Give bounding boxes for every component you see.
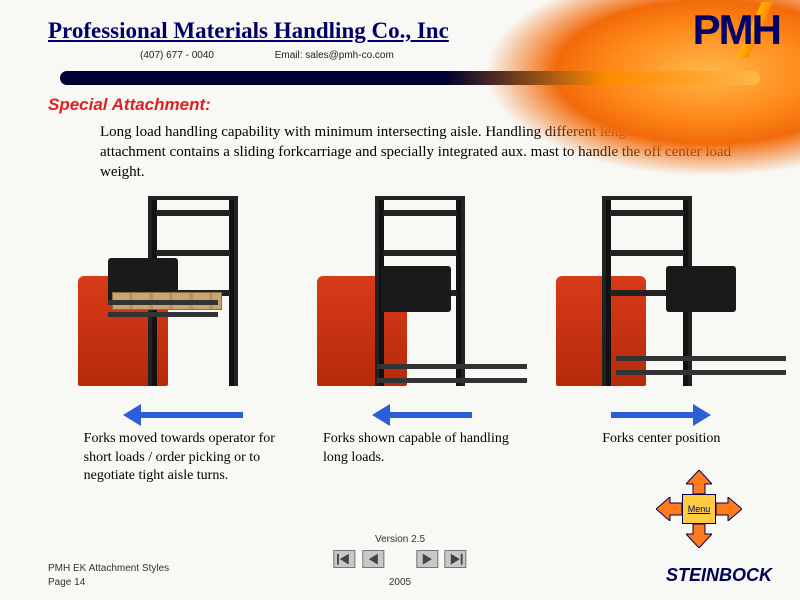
nav-next-button[interactable] [416, 550, 438, 568]
menu-button[interactable]: Menu [682, 494, 716, 524]
forklift-illustration [78, 196, 288, 396]
doc-title: PMH EK Attachment Styles [48, 562, 169, 576]
fork [108, 300, 218, 305]
figure-caption: Forks moved towards operator for short l… [78, 430, 288, 485]
direction-arrow [311, 404, 532, 426]
forklift-illustration [317, 196, 527, 396]
pmh-logo-text: PMH [693, 6, 780, 53]
mast-crossbar [610, 210, 684, 216]
fork [616, 370, 786, 375]
figure-caption: Forks center position [596, 430, 726, 448]
nav-first-button[interactable] [333, 550, 355, 568]
figure-forks-long: Forks shown capable of handling long loa… [311, 196, 532, 485]
figure-forks-center: Forks center position [551, 196, 772, 485]
mast-crossbar [383, 250, 457, 256]
fork [108, 312, 218, 317]
menu-widget: Menu [656, 470, 740, 548]
arrow-left-icon [372, 404, 472, 426]
direction-arrow [72, 404, 293, 426]
mast-crossbar [610, 250, 684, 256]
arrow-left-icon [123, 404, 243, 426]
mast-crossbar [156, 250, 230, 256]
nav-prev-button[interactable] [362, 550, 384, 568]
menu-arrow-down-icon[interactable] [686, 524, 712, 548]
year-text: 2005 [331, 576, 468, 590]
menu-arrow-right-icon[interactable] [716, 497, 742, 521]
menu-arrow-up-icon[interactable] [686, 470, 712, 494]
email-text: Email: sales@pmh-co.com [275, 50, 394, 61]
version-text: Version 2.5 [331, 533, 468, 547]
fork-carriage [666, 266, 736, 312]
menu-label: Menu [688, 504, 711, 514]
menu-arrow-left-icon[interactable] [656, 497, 682, 521]
fork [616, 356, 786, 361]
fork-carriage [381, 266, 451, 312]
header: Professional Materials Handling Co., Inc… [0, 0, 800, 61]
page-number: Page 14 [48, 576, 169, 590]
figure-forks-retracted: Forks moved towards operator for short l… [72, 196, 293, 485]
fork [377, 364, 527, 369]
mast-crossbar [156, 210, 230, 216]
direction-arrow [551, 404, 772, 426]
footer-center: Version 2.5 2005 [331, 533, 468, 590]
company-title: Professional Materials Handling Co., Inc [48, 18, 800, 44]
nav-last-button[interactable] [445, 550, 467, 568]
footer-left: PMH EK Attachment Styles Page 14 [48, 562, 169, 590]
figures-row: Forks moved towards operator for short l… [72, 196, 772, 485]
arrow-right-icon [611, 404, 711, 426]
fork [377, 378, 527, 383]
forklift-illustration [556, 196, 766, 396]
pmh-logo: PMH [693, 6, 780, 54]
phone-text: (407) 677 - 0040 [140, 50, 214, 61]
divider-bar [60, 71, 760, 85]
mast-crossbar [383, 210, 457, 216]
figure-caption: Forks shown capable of handling long loa… [317, 430, 527, 466]
steinbock-logo: STEINBOCK [666, 565, 772, 586]
